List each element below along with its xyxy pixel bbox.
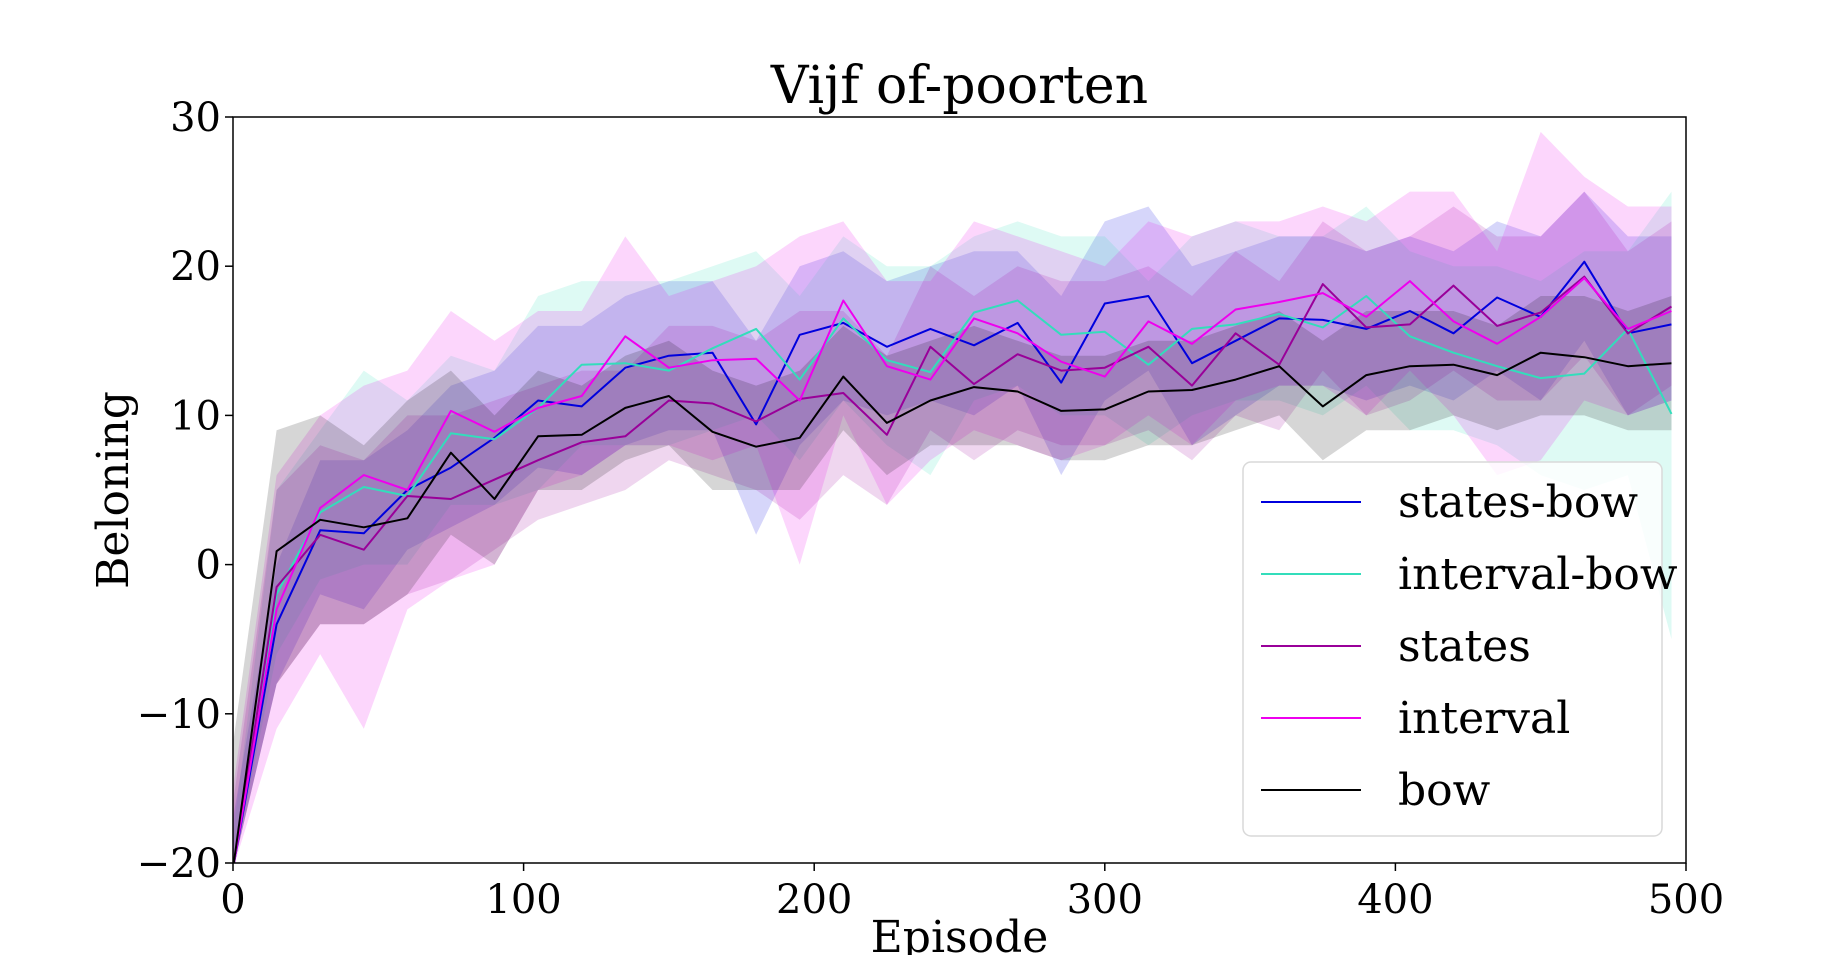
- chart-title: Vijf of-poorten: [770, 56, 1148, 116]
- band-states-bow: [233, 191, 1672, 863]
- legend-label-states-bow: states-bow: [1398, 477, 1638, 528]
- line-states-bow: [233, 260, 1672, 863]
- y-axis-ticks: −20 −10 0 10 20 30: [137, 95, 233, 887]
- legend-label-interval: interval: [1398, 693, 1570, 744]
- confidence-bands: [233, 131, 1672, 863]
- band-interval: [233, 131, 1672, 863]
- y-axis-title: Beloning: [88, 391, 139, 589]
- band-states: [233, 191, 1672, 863]
- line-interval-bow: [233, 295, 1673, 863]
- y-tick-label: 30: [170, 95, 221, 141]
- x-tick-label: 0: [220, 877, 245, 923]
- plot-frame: [232, 116, 1687, 864]
- x-tick-label: 500: [1648, 877, 1724, 923]
- x-axis-title: Episode: [871, 912, 1049, 955]
- x-tick-label: 400: [1357, 877, 1433, 923]
- x-tick-label: 100: [485, 877, 561, 923]
- band-bow: [233, 296, 1672, 863]
- legend-label-states: states: [1398, 621, 1531, 672]
- y-tick-label: 10: [170, 393, 221, 439]
- x-axis-ticks: 0 100 200 300 400 500: [220, 863, 1724, 923]
- line-interval: [233, 277, 1672, 863]
- series-lines: [233, 260, 1673, 863]
- line-bow: [233, 351, 1672, 863]
- y-tick-label: −10: [137, 692, 221, 738]
- legend-label-interval-bow: interval-bow: [1398, 549, 1678, 600]
- legend-box: [1242, 461, 1663, 837]
- y-tick-label: −20: [137, 841, 221, 887]
- legend-label-bow: bow: [1398, 765, 1491, 816]
- line-states: [233, 275, 1673, 863]
- band-interval-bow: [233, 191, 1672, 863]
- y-tick-label: 20: [170, 244, 221, 290]
- y-tick-label: 0: [196, 543, 221, 589]
- x-tick-label: 300: [1067, 877, 1143, 923]
- x-tick-label: 200: [776, 877, 852, 923]
- legend: states-bow interval-bow states interval bow: [1242, 461, 1678, 837]
